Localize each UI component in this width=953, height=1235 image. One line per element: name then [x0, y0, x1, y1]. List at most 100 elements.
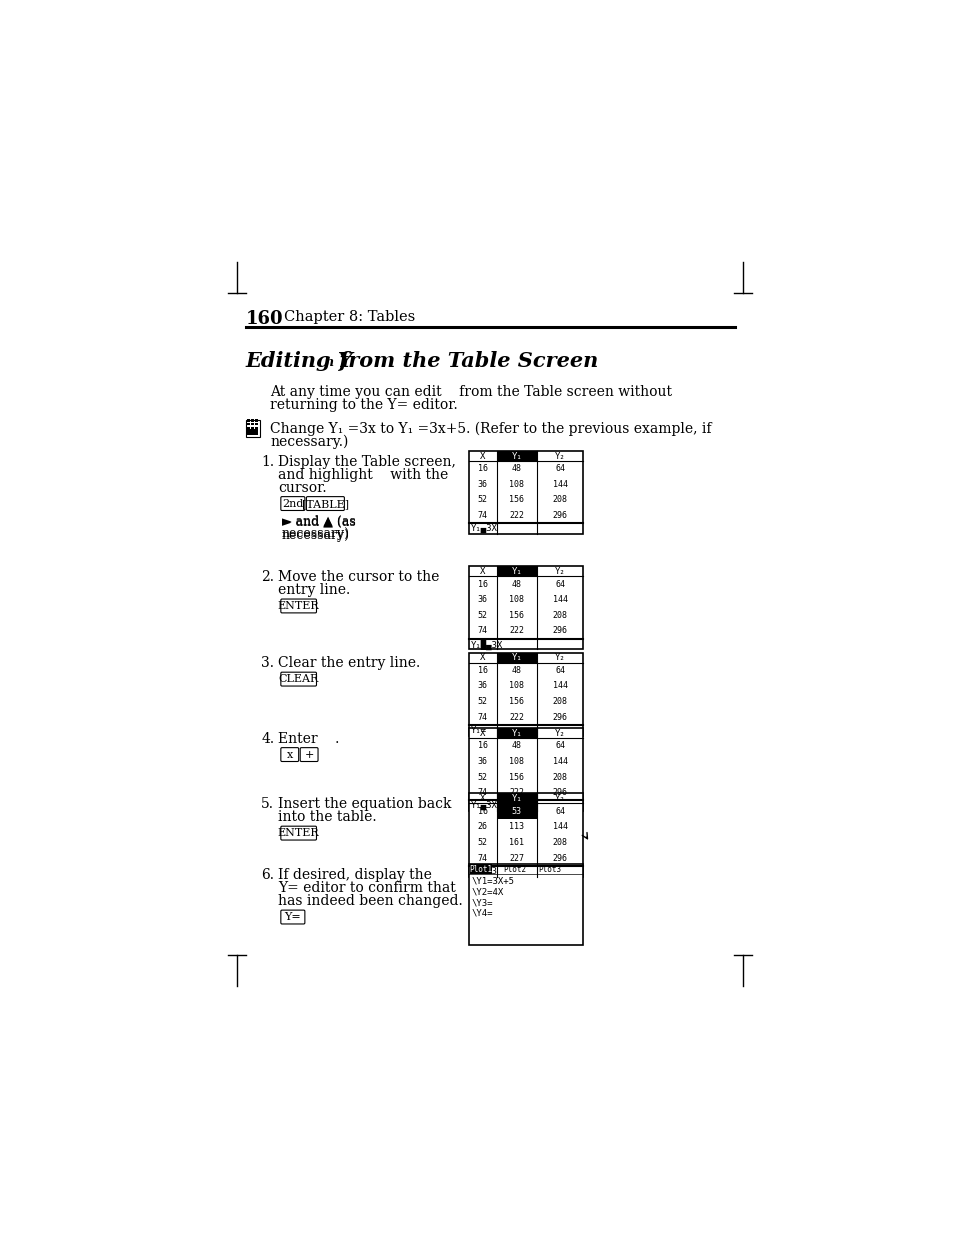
Text: \Y1=3X+5: \Y1=3X+5 — [472, 877, 515, 885]
Text: 16: 16 — [477, 464, 487, 473]
Text: 74: 74 — [477, 853, 487, 862]
Text: 144: 144 — [552, 595, 567, 604]
FancyBboxPatch shape — [280, 910, 305, 924]
Text: Editing Y: Editing Y — [245, 351, 353, 370]
Text: Y₁: Y₁ — [511, 452, 521, 461]
Text: 108: 108 — [509, 595, 524, 604]
Text: 74: 74 — [477, 626, 487, 635]
Text: 156: 156 — [509, 495, 524, 504]
Text: into the table.: into the table. — [278, 810, 376, 825]
Text: 144: 144 — [552, 823, 567, 831]
Text: Y₁: Y₁ — [511, 653, 521, 662]
Bar — [468, 652, 583, 736]
Text: Plot3: Plot3 — [538, 864, 561, 874]
Text: X: X — [479, 729, 485, 737]
Text: 64: 64 — [555, 579, 564, 589]
FancyBboxPatch shape — [306, 496, 344, 510]
Text: Y=: Y= — [284, 913, 301, 923]
Text: 108: 108 — [509, 682, 524, 690]
Text: Y₁=: Y₁= — [471, 726, 487, 735]
Text: At any time you can edit    from the Table screen without: At any time you can edit from the Table … — [270, 385, 672, 399]
Text: 208: 208 — [552, 773, 567, 782]
Text: 296: 296 — [552, 788, 567, 797]
Text: 113: 113 — [509, 823, 524, 831]
Bar — [497, 727, 537, 739]
Bar — [497, 793, 537, 804]
Text: Plot2: Plot2 — [503, 864, 526, 874]
Bar — [247, 424, 250, 425]
Text: X: X — [479, 567, 485, 576]
Text: 6.: 6. — [261, 868, 274, 882]
Text: 16: 16 — [477, 666, 487, 674]
FancyBboxPatch shape — [280, 747, 298, 762]
Text: entry line.: entry line. — [278, 583, 350, 598]
Text: 52: 52 — [477, 495, 487, 504]
Text: 222: 222 — [509, 511, 524, 520]
Text: from the Table Screen: from the Table Screen — [332, 351, 598, 370]
Bar — [254, 427, 257, 430]
Text: 64: 64 — [555, 806, 564, 816]
Text: 2.: 2. — [261, 571, 274, 584]
Text: 64: 64 — [555, 464, 564, 473]
Bar — [497, 804, 537, 819]
Text: 156: 156 — [509, 611, 524, 620]
Text: Clear the entry line.: Clear the entry line. — [278, 656, 420, 671]
Text: Y₁: Y₁ — [511, 794, 521, 803]
Bar — [470, 864, 492, 874]
Text: Y₁=53: Y₁=53 — [471, 867, 497, 876]
Text: 36: 36 — [477, 682, 487, 690]
Text: Display the Table screen,: Display the Table screen, — [278, 454, 456, 468]
Bar — [254, 419, 257, 421]
Bar — [245, 420, 259, 437]
Text: 208: 208 — [552, 611, 567, 620]
Text: 296: 296 — [552, 511, 567, 520]
Bar — [251, 419, 253, 421]
Text: Chapter 8: Tables: Chapter 8: Tables — [284, 310, 416, 324]
Text: Insert the equation back: Insert the equation back — [278, 798, 451, 811]
Bar — [251, 424, 253, 425]
Text: ENTER: ENTER — [277, 829, 319, 839]
Bar — [251, 427, 253, 430]
Text: 36: 36 — [477, 479, 487, 489]
Text: 296: 296 — [552, 626, 567, 635]
Text: Y₁▄3X: Y₁▄3X — [471, 524, 497, 534]
Text: 74: 74 — [477, 511, 487, 520]
Text: 296: 296 — [552, 713, 567, 721]
Text: X: X — [479, 794, 485, 803]
Text: 48: 48 — [512, 741, 521, 751]
Text: and highlight    with the: and highlight with the — [278, 468, 448, 482]
Text: 64: 64 — [555, 666, 564, 674]
Text: 52: 52 — [477, 773, 487, 782]
Bar — [247, 419, 250, 421]
Text: ENTER: ENTER — [277, 601, 319, 611]
Text: 227: 227 — [509, 853, 524, 862]
Bar — [247, 430, 257, 435]
Text: 160: 160 — [245, 310, 283, 329]
Text: Change Y₁ =3x to Y₁ =3x+5. (Refer to the previous example, if: Change Y₁ =3x to Y₁ =3x+5. (Refer to the… — [270, 421, 711, 436]
Text: n: n — [323, 356, 333, 369]
Text: 64: 64 — [555, 741, 564, 751]
Text: 16: 16 — [477, 806, 487, 816]
Text: CLEAR: CLEAR — [278, 674, 318, 684]
Text: 36: 36 — [477, 595, 487, 604]
Text: 156: 156 — [509, 773, 524, 782]
Text: 4.: 4. — [261, 732, 274, 746]
Text: returning to the Y= editor.: returning to the Y= editor. — [270, 399, 457, 412]
Text: Y₂: Y₂ — [555, 567, 565, 576]
Text: \Y3=: \Y3= — [472, 898, 493, 908]
Text: 144: 144 — [552, 479, 567, 489]
Text: cursor.: cursor. — [278, 480, 327, 495]
Text: Y₂: Y₂ — [555, 794, 565, 803]
Text: 144: 144 — [552, 682, 567, 690]
Text: 2nd: 2nd — [282, 499, 303, 509]
Text: Plot1: Plot1 — [469, 864, 492, 874]
Text: Move the cursor to the: Move the cursor to the — [278, 571, 439, 584]
Text: \Y2=4X: \Y2=4X — [472, 888, 503, 897]
Text: 16: 16 — [477, 741, 487, 751]
Text: Y₁▄3X+5: Y₁▄3X+5 — [471, 802, 508, 810]
Text: 53: 53 — [512, 806, 521, 816]
Text: 52: 52 — [477, 611, 487, 620]
Text: 208: 208 — [552, 839, 567, 847]
Text: Y= editor to confirm that: Y= editor to confirm that — [278, 882, 456, 895]
Text: necessary): necessary) — [282, 529, 350, 542]
